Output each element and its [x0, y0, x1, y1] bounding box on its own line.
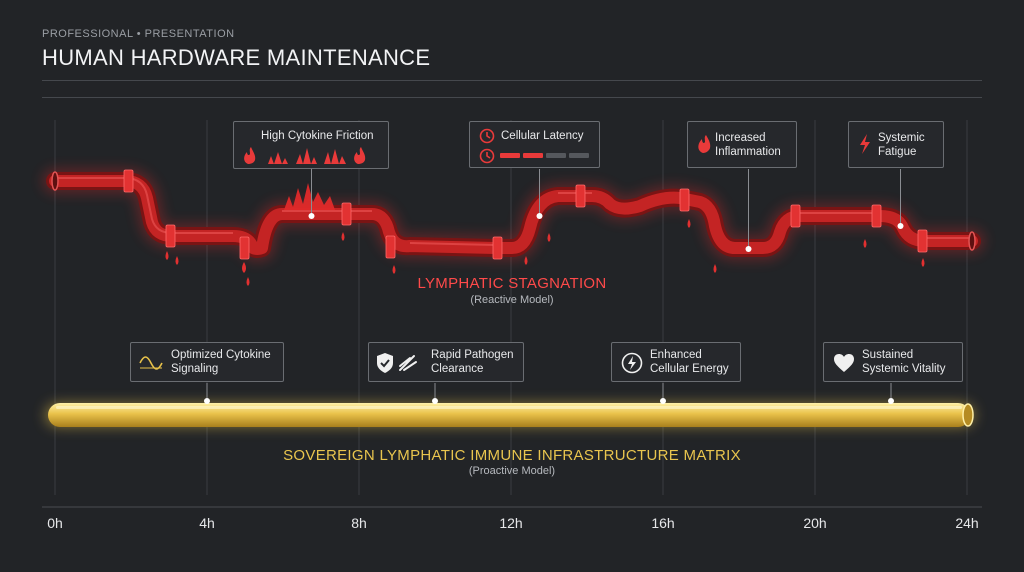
reactive-pipe	[42, 168, 985, 286]
proactive-model-title: SOVEREIGN LYMPHATIC IMMUNE INFRASTRUCTUR…	[283, 447, 741, 464]
tick-label-8h: 8h	[351, 515, 367, 531]
callout-connectors	[204, 169, 904, 404]
callout-optimized-cytokine-signaling: Optimized Cytokine Signaling	[130, 342, 284, 382]
callout-label: High Cytokine Friction	[261, 130, 374, 142]
shield-check-icon	[377, 353, 417, 373]
callout-label: Sustained Systemic Vitality	[862, 349, 946, 375]
lightning-circle-icon	[621, 352, 643, 374]
callout-label: Enhanced Cellular Energy	[650, 349, 729, 375]
callout-rapid-pathogen-clearance: Rapid Pathogen Clearance	[368, 342, 524, 382]
tick-label-12h: 12h	[499, 515, 523, 531]
hour-gridlines	[54, 120, 968, 495]
callout-label: Rapid Pathogen Clearance	[431, 349, 514, 375]
flame-icon	[698, 135, 711, 153]
callout-high-cytokine-friction: High Cytokine Friction	[233, 121, 389, 169]
clock-icon	[479, 128, 495, 144]
proactive-connector-2-dot	[432, 398, 438, 404]
proactive-connector-4-dot	[888, 398, 894, 404]
reactive-connector-3-dot	[745, 246, 752, 252]
tick-label-0h: 0h	[47, 515, 63, 531]
callout-label: Increased Inflammation	[715, 132, 781, 158]
tick-label-24h: 24h	[955, 515, 979, 531]
reactive-connector-4-dot	[897, 223, 904, 229]
reactive-model-subtitle: (Reactive Model)	[470, 294, 554, 306]
proactive-connector-3-dot	[660, 398, 666, 404]
reactive-connector-1-dot	[308, 213, 315, 219]
proactive-model-subtitle: (Proactive Model)	[468, 465, 556, 477]
callout-increased-inflammation: Increased Inflammation	[687, 121, 797, 168]
tick-label-4h: 4h	[199, 515, 215, 531]
callout-enhanced-cellular-energy: Enhanced Cellular Energy	[611, 342, 741, 382]
wave-icon	[139, 356, 163, 370]
callout-sustained-systemic-vitality: Sustained Systemic Vitality	[823, 342, 963, 382]
callout-label: Cellular Latency	[501, 130, 584, 142]
latency-meter	[500, 153, 589, 158]
callout-systemic-fatigue: Systemic Fatigue	[848, 121, 944, 168]
lightning-icon	[860, 134, 870, 154]
callout-cellular-latency: Cellular Latency	[469, 121, 600, 168]
eyebrow-label: PROFESSIONAL • PRESENTATION	[42, 28, 235, 40]
tick-label-20h: 20h	[803, 515, 827, 531]
heart-icon	[834, 354, 854, 372]
callout-label: Systemic Fatigue	[878, 132, 925, 158]
reactive-model-title: LYMPHATIC STAGNATION	[417, 275, 607, 292]
clock-icon	[479, 148, 495, 164]
header-divider-secondary	[42, 97, 982, 98]
callout-label: Optimized Cytokine Signaling	[171, 349, 271, 375]
proactive-connector-1-dot	[204, 398, 210, 404]
reactive-connector-2-dot	[536, 213, 543, 219]
flame-icon	[244, 147, 366, 164]
tick-label-16h: 16h	[651, 515, 675, 531]
page-title: HUMAN HARDWARE MAINTENANCE	[42, 45, 431, 70]
header-divider	[42, 80, 982, 81]
proactive-pipe	[46, 403, 974, 427]
